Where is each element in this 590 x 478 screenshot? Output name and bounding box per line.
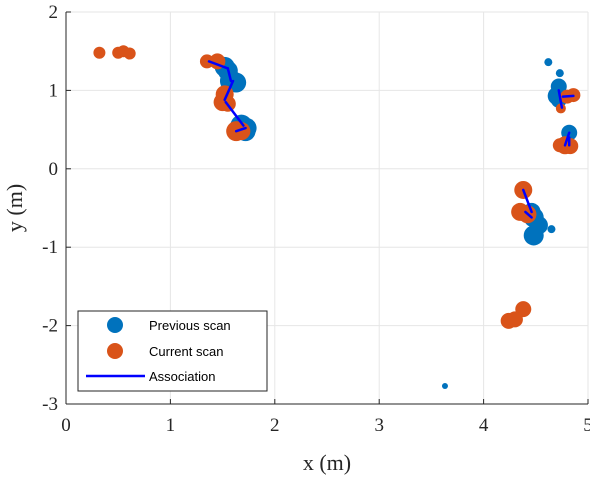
y-tick-label: -3 (42, 394, 58, 415)
association-line (224, 100, 245, 127)
legend-label: Association (149, 369, 215, 384)
current-scan-point (232, 122, 251, 141)
x-tick-label: 0 (61, 415, 71, 436)
previous-scan-point (555, 69, 564, 78)
association-line (524, 210, 533, 219)
association-line (522, 188, 533, 214)
grid (65, 11, 589, 405)
y-tick-label: -2 (42, 316, 58, 337)
current-scan-point (552, 138, 567, 153)
x-tick-label: 5 (583, 415, 590, 436)
previous-scan-point (547, 225, 556, 234)
association-line (223, 79, 235, 102)
x-tick-label: 3 (374, 415, 384, 436)
previous-scan-point (544, 58, 553, 67)
x-axis-label: x (m) (303, 450, 351, 475)
association-line (561, 94, 575, 98)
legend-label: Current scan (149, 344, 223, 359)
x-tick-label: 2 (270, 415, 280, 436)
legend-marker-current-scan (107, 343, 123, 359)
y-tick-label: 1 (49, 80, 59, 101)
y-tick-label: 0 (49, 159, 59, 180)
y-tick-label: -1 (42, 237, 58, 258)
association-line (207, 60, 230, 70)
association-line (557, 89, 564, 109)
y-tick-label: 2 (49, 2, 59, 23)
current-scan-point (555, 103, 566, 114)
series-association (207, 60, 575, 219)
current-scan-point (93, 46, 106, 59)
previous-scan-point (523, 225, 544, 246)
association-line (226, 67, 233, 83)
legend-marker-previous-scan (107, 317, 123, 333)
previous-scan-point (441, 382, 448, 389)
x-tick-label: 1 (166, 415, 176, 436)
data-marks (93, 45, 581, 389)
axes (65, 11, 589, 405)
tick-labels: 0 1 2 3 4 5 2 1 0 -1 -2 -3 (42, 2, 590, 436)
x-tick-label: 4 (479, 415, 489, 436)
association-line (234, 126, 247, 133)
association-line (563, 131, 571, 147)
legend: Previous scan Current scan Association (77, 310, 268, 392)
y-axis-label: y (m) (2, 184, 27, 232)
legend-label: Previous scan (149, 318, 231, 333)
current-scan-point (506, 311, 523, 328)
current-scan-point (123, 47, 136, 60)
